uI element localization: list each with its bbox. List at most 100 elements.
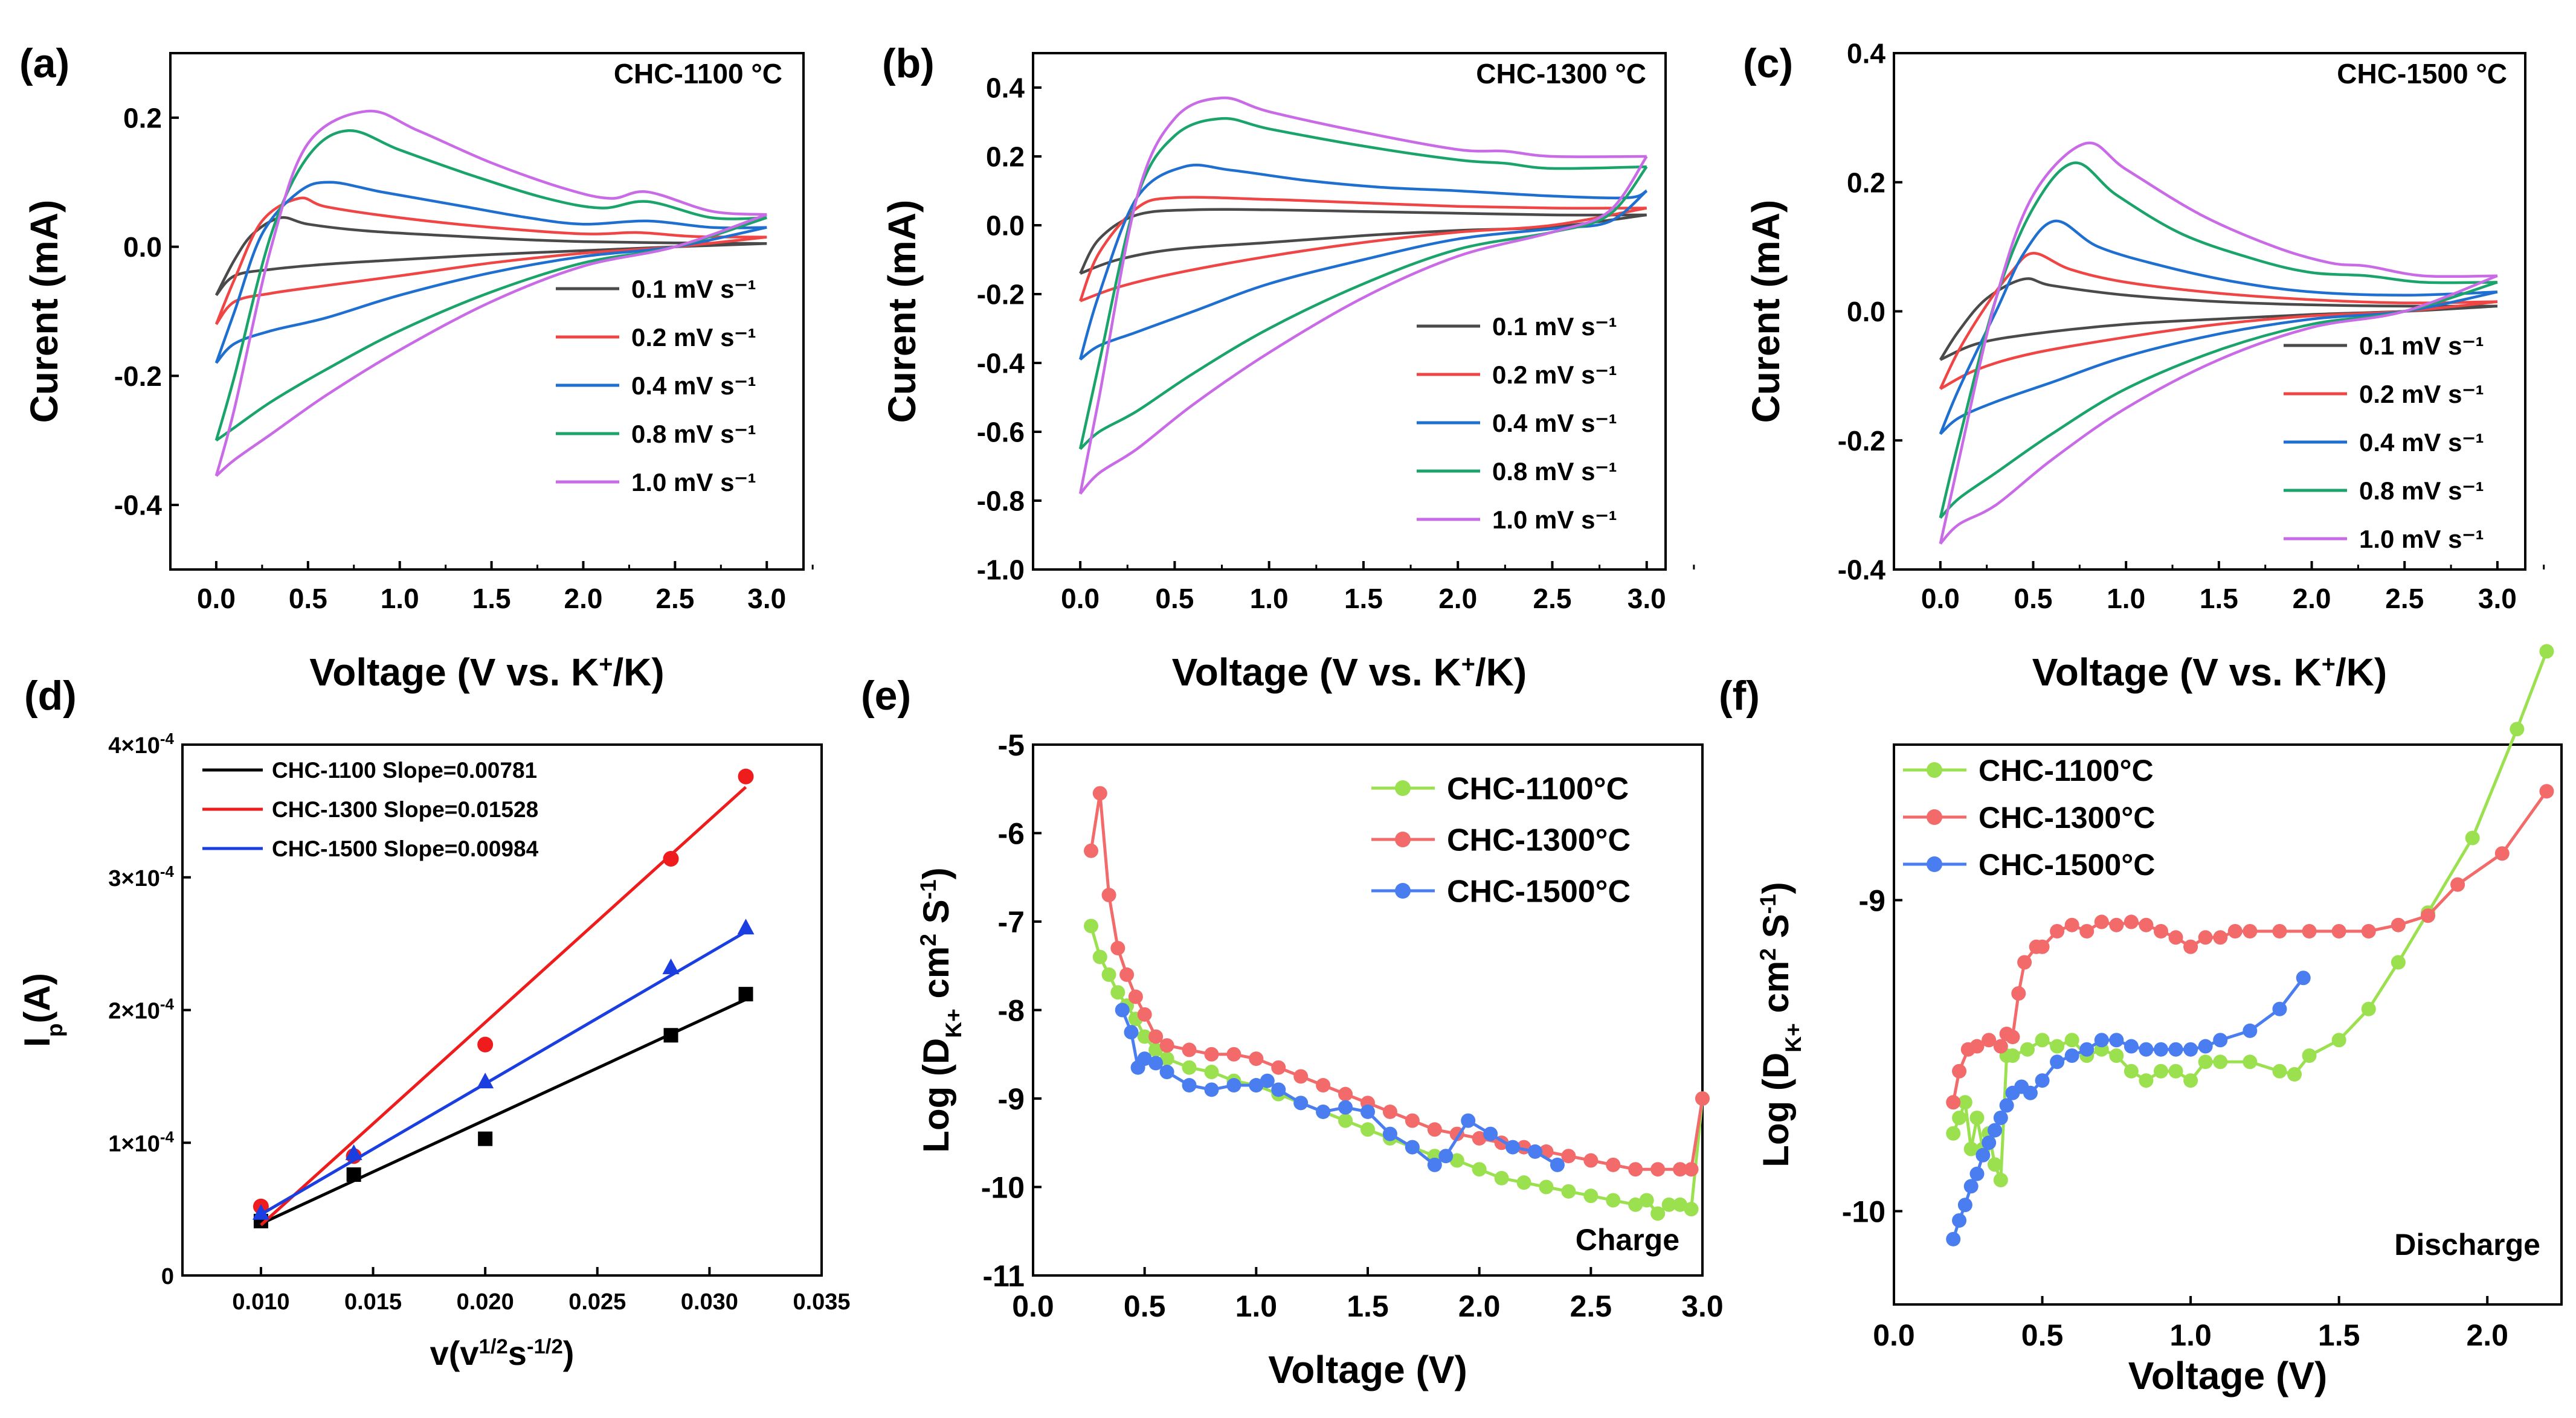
panel-e-point [1119, 967, 1135, 982]
panel-b-ytick-label: -0.8 [977, 486, 1025, 517]
panel-f-point [2109, 1033, 2124, 1048]
panel-d-xtick-label: 0.015 [344, 1289, 402, 1315]
panel-a-xtick-label: 2.5 [655, 583, 694, 614]
panel-e-point [1516, 1175, 1531, 1190]
panel-a-xlabel: Voltage (V vs. K+/K) [309, 650, 664, 694]
panel-f-point [1993, 1039, 2008, 1054]
panel-a-legend-label: 0.8 mV s⁻¹ [631, 420, 756, 448]
panel-e-point [1124, 1025, 1139, 1040]
panel-a-series-line [215, 213, 767, 477]
panel-f-ytick-label: -9 [1859, 884, 1885, 918]
panel-e-xtick-label: 1.0 [1235, 1289, 1278, 1323]
panel-d-xtick-label: 0.030 [681, 1289, 738, 1315]
panel-f-xtick-label: 1.5 [2318, 1318, 2360, 1352]
panel-e-ylabel-part: -1 [915, 879, 941, 899]
panel-f-point [1957, 1095, 1972, 1110]
panel-e-point [1427, 1157, 1442, 1172]
panel-c-ytick-label: -0.4 [1838, 554, 1886, 586]
panel-d-fit-line [260, 930, 747, 1216]
panel-f-point [2079, 1042, 2095, 1057]
panel-f-point [2064, 1033, 2079, 1048]
panel-e-point [1684, 1202, 1699, 1217]
panel-f-ylabel: Log (DK+ cm2 S-1) [1755, 882, 1806, 1167]
panel-e-point [1561, 1149, 1576, 1164]
panel-f-point [1952, 1111, 1967, 1125]
panel-e-label: (e) [861, 673, 911, 719]
panel-b-ytick-label: 0.4 [986, 72, 1025, 104]
panel-e-point [1182, 1078, 1197, 1093]
panel-e-point [1673, 1162, 1688, 1177]
panel-f-point [2050, 924, 2065, 938]
panel-e-point [1204, 1082, 1219, 1097]
panel-b-ytick-label: -1.0 [977, 554, 1025, 586]
panel-b-ytick-label: 0.2 [986, 141, 1025, 173]
panel-b-legend-label: 0.2 mV s⁻¹ [1492, 361, 1617, 389]
panel-f-point [2183, 1042, 2198, 1057]
panel-d-ytick-label: 0 [161, 1264, 174, 1289]
panel-e-legend-marker [1395, 883, 1411, 899]
panel-f-point [2450, 877, 2465, 892]
panel-f-legend-marker [1927, 762, 1942, 778]
panel-b-ytick-label: 0.0 [986, 210, 1025, 242]
panel-f-point [2109, 917, 2124, 932]
panel-e-legend-marker [1395, 832, 1411, 847]
panel-e-point [1226, 1078, 1241, 1093]
panel-f-point [2168, 930, 2183, 945]
panel-b-series-line [1079, 155, 1648, 495]
panel-d-point [738, 768, 754, 784]
panel-f-point [2035, 1033, 2050, 1048]
panel-e-point [1316, 1078, 1331, 1093]
panel-f-point [1952, 1213, 1967, 1228]
panel-f-point [2243, 1054, 2258, 1070]
panel-f-point [2213, 1033, 2228, 1048]
panel-f-point [2064, 1048, 2079, 1063]
panel-f-legend-marker [1927, 856, 1942, 872]
panel-f-point [1999, 1098, 2014, 1113]
panel-e-xtick-label: 1.5 [1347, 1289, 1389, 1323]
panel-f-point [2183, 939, 2198, 954]
panel-a-xtick-label: 1.5 [472, 583, 511, 614]
panel-c-ytick-label: 0.2 [1847, 167, 1885, 198]
panel-f-point [2005, 1048, 2020, 1063]
panel-e-point [1661, 1197, 1676, 1212]
panel-f-point [2510, 722, 2525, 737]
panel-f-point [2168, 1064, 2183, 1079]
panel-f-point [1946, 1231, 1961, 1246]
panel-c-ylabel: Curent (mA) [1744, 200, 1788, 423]
panel-a-ytick-label: 0.2 [123, 102, 162, 133]
panel-b-label: (b) [882, 40, 935, 86]
panel-e-point [1204, 1047, 1219, 1062]
panel-f-point [1957, 1198, 1972, 1213]
panel-f-point [2361, 924, 2376, 938]
panel-e-point [1461, 1113, 1476, 1128]
panel-e-point [1092, 786, 1107, 801]
panel-f-point [2227, 924, 2243, 938]
panel-f-point [2023, 1085, 2038, 1100]
panel-f-ylabel-part: ) [1756, 882, 1796, 894]
panel-f-point [2272, 924, 2287, 938]
panel-e-point [1382, 1104, 1397, 1119]
panel-c-xlabel-part: + [2322, 651, 2336, 678]
panel-a-legend-label: 1.0 mV s⁻¹ [631, 468, 756, 496]
panel-e-point [1084, 919, 1099, 934]
panel-f-point [1982, 1135, 1997, 1150]
panel-c-xtick-label: 2.0 [2293, 583, 2331, 614]
panel-e-point [1159, 1065, 1174, 1080]
panel-d-xtick-label: 0.035 [793, 1289, 850, 1315]
panel-f-ytick-label: -10 [1842, 1195, 1885, 1229]
panel-e-xlabel: Voltage (V) [1268, 1348, 1467, 1391]
panel-d-ylabel-part: p [42, 1023, 67, 1037]
panel-f-point [2139, 1073, 2154, 1088]
panel-e-point [1182, 1060, 1197, 1075]
panel-c-ytick-label: -0.2 [1838, 425, 1885, 457]
panel-e-point [1561, 1184, 1576, 1199]
panel-b-xlabel-part: + [1461, 651, 1475, 678]
panel-e-point [1101, 967, 1116, 982]
panel-c-legend-label: 0.2 mV s⁻¹ [2359, 380, 2484, 408]
panel-a-legend-label: 0.1 mV s⁻¹ [631, 275, 756, 303]
panel-e-point [1550, 1157, 1565, 1172]
panel-d-point [252, 1204, 269, 1220]
panel-f-point [2094, 1033, 2109, 1048]
panel-b-legend-label: 1.0 mV s⁻¹ [1492, 505, 1617, 534]
panel-f-point [2421, 908, 2435, 923]
